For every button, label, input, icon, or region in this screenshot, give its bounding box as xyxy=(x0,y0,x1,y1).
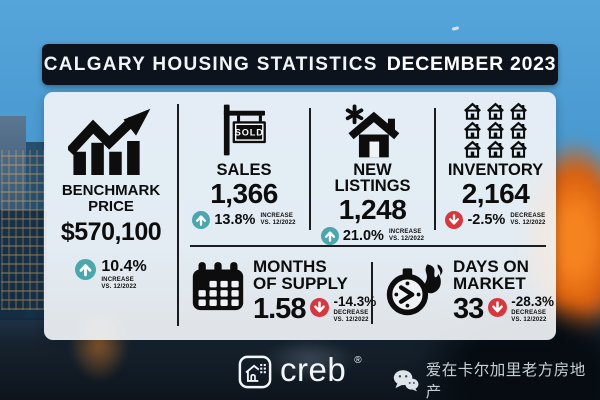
new-listings-value: 1,248 xyxy=(338,194,407,225)
inventory-label: INVENTORY xyxy=(447,161,544,179)
down-arrow-icon xyxy=(445,211,464,229)
benchmark-change-vs: VS. 12/2022 xyxy=(101,283,137,290)
creb-logo: creb ® xyxy=(238,352,362,389)
months-of-supply-value: 1.58 xyxy=(253,293,306,325)
benchmark-label-line2: PRICE xyxy=(88,197,134,215)
divider-vertical-3 xyxy=(371,262,373,324)
up-arrow-icon xyxy=(320,227,339,245)
bird-speck xyxy=(451,26,460,31)
divider-vertical-main xyxy=(177,104,179,326)
divider-vertical-2 xyxy=(434,108,436,230)
new-listings-label-line2: LISTINGS xyxy=(334,177,411,195)
house-icon xyxy=(462,121,483,139)
creb-logo-text: creb xyxy=(280,351,347,388)
days-on-market-change-vs: VS. 12/2022 xyxy=(511,316,547,323)
registered-trademark: ® xyxy=(354,355,362,366)
benchmark-price-section: BENCHMARK PRICE $570,100 10.4% INCREASE … xyxy=(44,92,178,340)
skyline-building xyxy=(0,210,47,320)
building-window-lights xyxy=(1,150,46,310)
days-on-market-change-percent: -28.3% xyxy=(511,293,555,309)
sales-change-vs: VS. 12/2022 xyxy=(260,220,296,226)
up-arrow-icon xyxy=(75,259,97,280)
calendar-icon xyxy=(192,262,244,311)
new-listings-change: 21.0% INCREASE VS. 12/2022 xyxy=(320,227,425,245)
up-arrow-icon xyxy=(192,211,211,229)
down-arrow-icon xyxy=(310,297,330,317)
title-bar: CALGARY HOUSING STATISTICS DECEMBER 2023 xyxy=(42,44,558,85)
wechat-caption-line: 爱在卡尔加里老方房地产 xyxy=(393,358,600,400)
sales-change-percent: 13.8% xyxy=(214,211,256,228)
wechat-icon xyxy=(393,369,419,391)
inventory-change-vs: VS. 12/2022 xyxy=(510,220,546,226)
new-listings-change-word: INCREASE xyxy=(388,229,422,236)
months-of-supply-section: MONTHS OF SUPPLY 1.58 -14.3% DECREASE VS xyxy=(192,257,376,325)
benchmark-label: BENCHMARK PRICE xyxy=(62,183,160,214)
new-listings-section: NEW LISTINGS 1,248 21.0% INCREASE VS. 12… xyxy=(310,92,435,246)
house-icon xyxy=(462,140,483,158)
house-icon xyxy=(508,102,529,120)
months-of-supply-change-percent: -14.3% xyxy=(333,293,377,309)
sales-value: 1,366 xyxy=(210,178,278,209)
new-home-icon xyxy=(345,104,399,158)
house-icon xyxy=(508,121,529,139)
sold-sign-icon: SOLD xyxy=(223,104,266,156)
sales-change-word: INCREASE xyxy=(260,213,294,220)
stopwatch-flame-icon xyxy=(386,264,443,316)
sold-sign-text: SOLD xyxy=(235,128,264,138)
infographic-title: CALGARY HOUSING STATISTICS xyxy=(43,53,378,75)
inventory-change-word: DECREASE xyxy=(510,213,546,220)
divider-horizontal xyxy=(190,245,546,247)
benchmark-change-percent: 10.4% xyxy=(101,258,147,275)
benchmark-label-line1: BENCHMARK xyxy=(61,182,161,199)
house-icon xyxy=(508,140,529,158)
months-of-supply-label-line2: OF SUPPLY xyxy=(253,273,348,293)
benchmark-value: $570,100 xyxy=(60,218,162,246)
inventory-change: -2.5% DECREASE VS. 12/2022 xyxy=(445,211,545,229)
house-icon xyxy=(462,102,483,120)
divider-vertical-1 xyxy=(309,108,311,230)
days-on-market-label-line2: MARKET xyxy=(453,273,526,293)
months-of-supply-label-line1: MONTHS xyxy=(253,257,327,276)
sales-label: SALES xyxy=(216,161,272,179)
water-reflection xyxy=(245,332,375,400)
days-on-market-label: DAYS ON MARKET xyxy=(453,257,554,293)
stats-card: BENCHMARK PRICE $570,100 10.4% INCREASE … xyxy=(44,92,556,340)
inventory-change-percent: -2.5% xyxy=(467,211,506,228)
sales-section: SOLD SALES 1,366 13.8% INCREASE VS. 12/2… xyxy=(178,92,310,246)
benchmark-change: 10.4% INCREASE VS. 12/2022 xyxy=(75,258,147,290)
months-of-supply-label: MONTHS OF SUPPLY xyxy=(253,257,376,293)
new-listings-label-line1: NEW xyxy=(353,161,392,179)
days-on-market-label-line1: DAYS ON xyxy=(453,257,529,276)
house-icon xyxy=(485,121,506,139)
months-of-supply-change-word: DECREASE xyxy=(333,309,369,316)
wechat-caption: 爱在卡尔加里老方房地产 xyxy=(425,361,586,400)
months-of-supply-change-vs: VS. 12/2022 xyxy=(333,316,369,323)
new-listings-change-percent: 21.0% xyxy=(342,227,384,244)
days-on-market-change-word: DECREASE xyxy=(511,309,547,316)
inventory-section: INVENTORY 2,164 -2.5% DECREASE VS. 12/20… xyxy=(435,92,556,246)
days-on-market-value: 33 xyxy=(453,293,484,325)
days-on-market-change: -28.3% DECREASE VS. 12/2022 xyxy=(488,295,554,323)
house-icon xyxy=(485,140,506,158)
inventory-houses-icon xyxy=(462,102,529,158)
infographic-period: DECEMBER 2023 xyxy=(386,53,557,75)
down-arrow-icon xyxy=(488,297,508,317)
house-icon xyxy=(485,102,506,120)
inventory-value: 2,164 xyxy=(461,178,530,209)
sales-change: 13.8% INCREASE VS. 12/2022 xyxy=(192,211,295,229)
new-listings-change-vs: VS. 12/2022 xyxy=(388,236,425,242)
days-on-market-section: DAYS ON MARKET 33 -28.3% DECREASE VS. 12 xyxy=(382,257,554,325)
months-of-supply-change: -14.3% DECREASE VS. 12/2022 xyxy=(310,295,376,323)
new-listings-label: NEW LISTINGS xyxy=(334,161,411,195)
creb-logo-icon xyxy=(238,355,272,389)
benchmark-change-word: INCREASE xyxy=(101,277,134,283)
trend-chart-icon xyxy=(68,108,151,175)
